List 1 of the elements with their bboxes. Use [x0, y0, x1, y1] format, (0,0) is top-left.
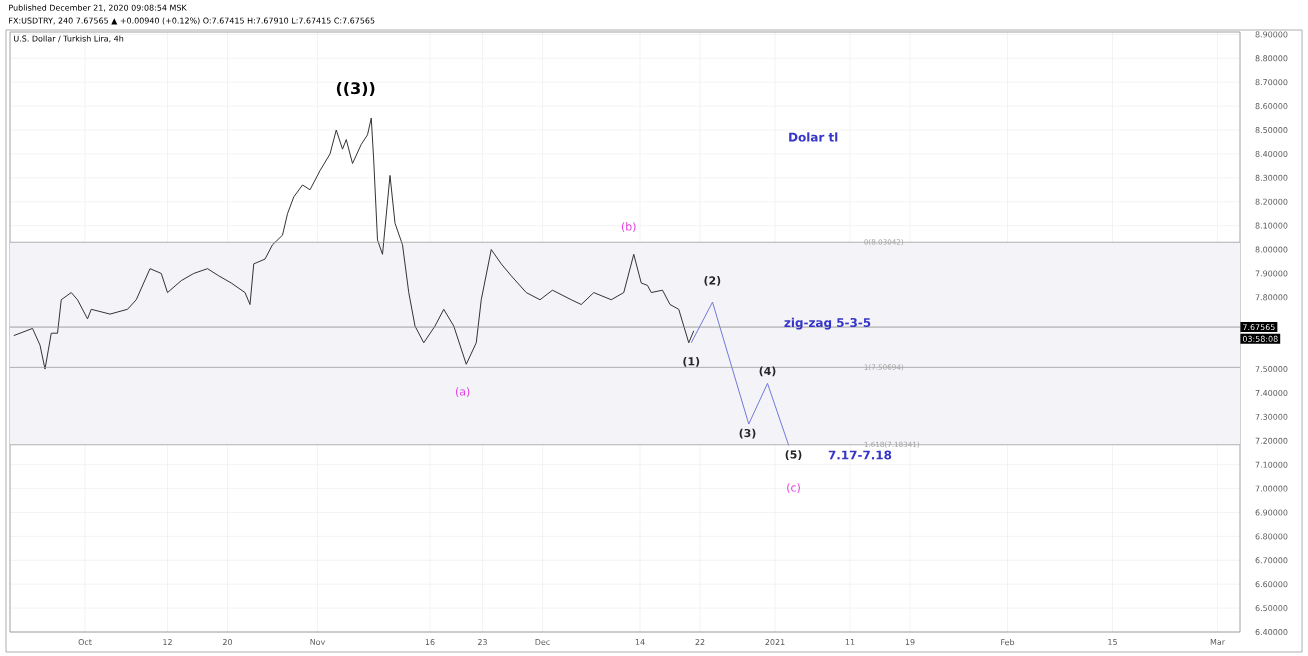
line-series: [13, 117, 695, 370]
